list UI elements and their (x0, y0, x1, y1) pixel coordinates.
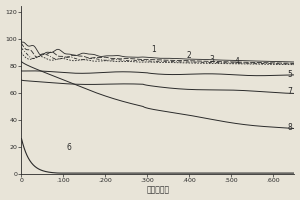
Text: 7: 7 (288, 87, 292, 96)
Text: 5: 5 (288, 70, 292, 79)
Text: 6: 6 (67, 143, 72, 152)
Text: 8: 8 (288, 123, 292, 132)
Text: 4: 4 (235, 57, 240, 66)
X-axis label: 时间，小时: 时间，小时 (146, 185, 170, 194)
Text: 2: 2 (187, 51, 191, 60)
Text: 1: 1 (152, 45, 156, 54)
Text: 3: 3 (210, 55, 214, 64)
